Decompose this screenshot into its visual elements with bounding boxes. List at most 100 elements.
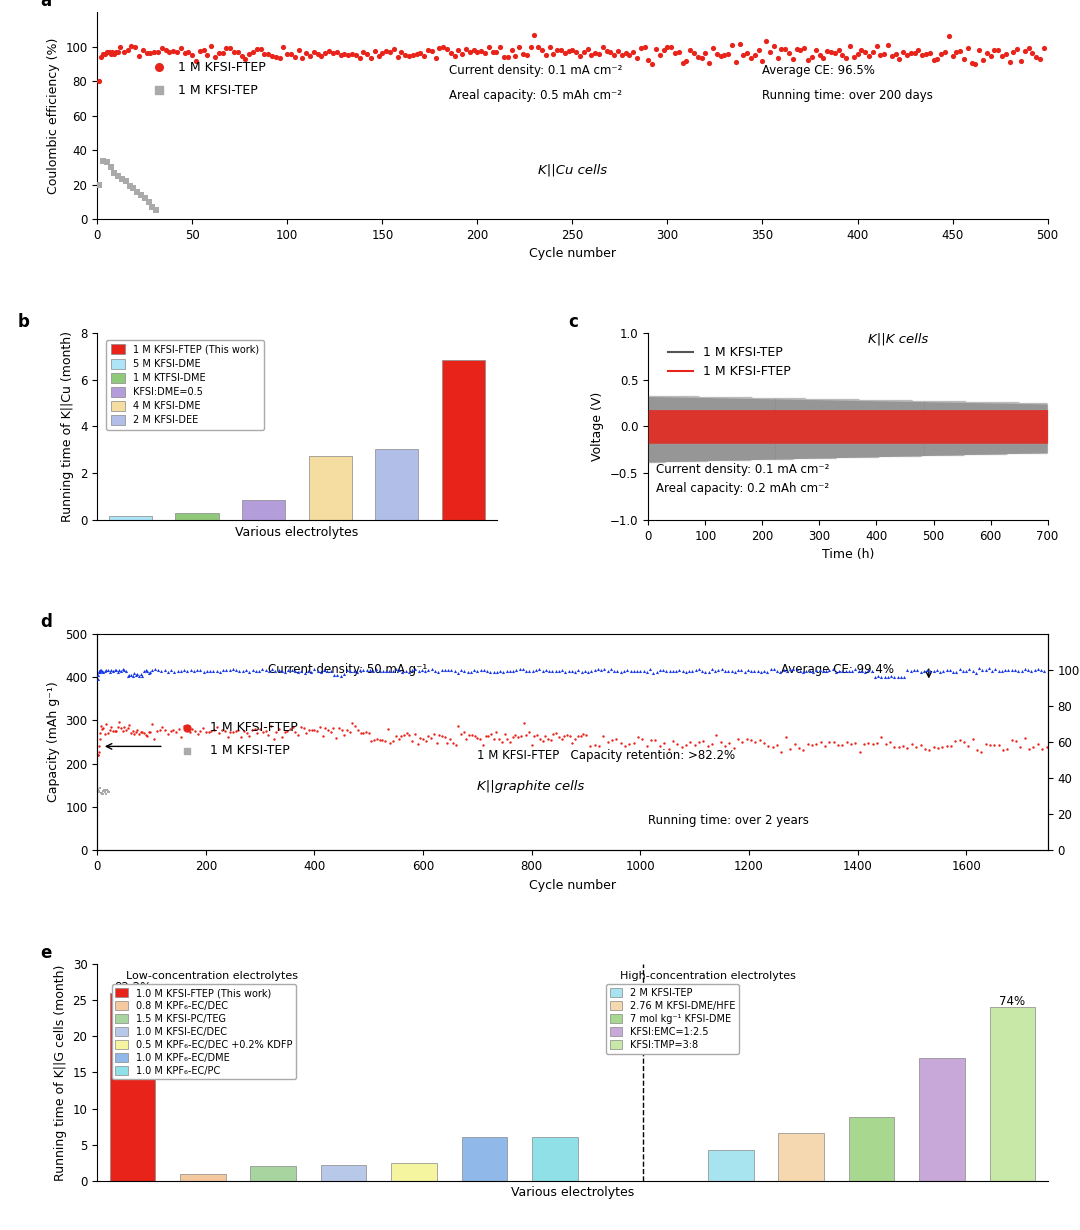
- Point: [134, 667, 151, 686]
- Point: [91, 71, 108, 91]
- Point: [732, 661, 750, 680]
- Point: [593, 661, 610, 680]
- Point: [603, 659, 620, 679]
- Point: [159, 724, 176, 744]
- Point: [687, 659, 704, 679]
- Point: [638, 662, 656, 681]
- Point: [1025, 737, 1042, 756]
- Point: [785, 659, 802, 679]
- Point: [804, 734, 821, 754]
- X-axis label: Cycle number: Cycle number: [529, 247, 616, 261]
- Point: [200, 722, 217, 742]
- Point: [411, 43, 429, 63]
- Point: [877, 734, 894, 754]
- Bar: [109, 993, 156, 1181]
- Point: [211, 723, 228, 743]
- Point: [91, 662, 108, 681]
- Point: [420, 661, 437, 680]
- Point: [575, 724, 592, 744]
- Point: [968, 663, 985, 683]
- Point: [433, 661, 450, 680]
- Point: [613, 46, 631, 65]
- Point: [109, 42, 126, 62]
- Point: [961, 659, 978, 679]
- Point: [986, 736, 1003, 755]
- Point: [834, 46, 851, 65]
- Point: [537, 661, 554, 680]
- Point: [645, 663, 662, 683]
- Point: [270, 661, 287, 680]
- Bar: [175, 513, 218, 520]
- Point: [219, 727, 237, 747]
- Point: [851, 742, 868, 761]
- Point: [341, 722, 359, 742]
- Point: [742, 48, 759, 68]
- Point: [157, 41, 174, 60]
- Point: [772, 662, 789, 681]
- Point: [543, 661, 561, 680]
- Text: K||graphite cells: K||graphite cells: [477, 780, 584, 792]
- Point: [1012, 50, 1029, 70]
- Point: [654, 41, 672, 60]
- Point: [634, 729, 651, 749]
- Point: [666, 43, 684, 63]
- Point: [472, 661, 489, 680]
- Point: [191, 41, 208, 60]
- Point: [105, 661, 122, 680]
- Point: [777, 39, 794, 59]
- Point: [205, 720, 222, 739]
- Point: [591, 44, 608, 64]
- Point: [464, 39, 482, 59]
- Point: [569, 727, 586, 747]
- Point: [703, 659, 720, 679]
- Point: [454, 44, 471, 64]
- Point: [895, 668, 913, 688]
- Point: [388, 727, 405, 747]
- Point: [869, 667, 887, 686]
- Point: [259, 724, 276, 744]
- Point: [335, 664, 352, 684]
- Point: [135, 662, 152, 681]
- Point: [286, 662, 303, 681]
- Point: [617, 737, 634, 756]
- Point: [621, 734, 638, 754]
- Point: [111, 712, 129, 732]
- Point: [105, 722, 122, 742]
- Point: [796, 38, 813, 58]
- Point: [699, 736, 716, 755]
- Point: [822, 42, 839, 62]
- Point: [300, 721, 318, 740]
- Point: [426, 724, 443, 744]
- Point: [729, 661, 746, 680]
- Point: [522, 37, 539, 57]
- Point: [630, 727, 647, 747]
- Point: [113, 170, 131, 189]
- Point: [563, 661, 580, 680]
- Point: [971, 658, 988, 678]
- Point: [894, 736, 912, 755]
- Point: [330, 718, 348, 738]
- Point: [238, 661, 255, 680]
- Legend: 2 M KFSI-TEP, 2.76 M KFSI-DME/HFE, 7 mol kg⁻¹ KFSI-DME, KFSI:EMC=1:2.5, KFSI:TMP: 2 M KFSI-TEP, 2.76 M KFSI-DME/HFE, 7 mol…: [606, 984, 740, 1054]
- Point: [555, 726, 572, 745]
- Point: [550, 727, 567, 747]
- Point: [94, 44, 111, 64]
- Point: [162, 721, 179, 740]
- Point: [251, 661, 268, 680]
- Point: [123, 36, 140, 55]
- Point: [267, 661, 284, 680]
- Point: [423, 42, 441, 62]
- Point: [114, 659, 132, 679]
- Point: [98, 153, 116, 172]
- Point: [724, 36, 741, 55]
- Point: [232, 728, 249, 748]
- Legend: 1 M KFSI-TEP, 1 M KFSI-FTEP: 1 M KFSI-TEP, 1 M KFSI-FTEP: [662, 341, 795, 384]
- Point: [399, 723, 416, 743]
- Point: [725, 738, 742, 758]
- Point: [287, 722, 305, 742]
- Point: [124, 178, 141, 198]
- Point: [734, 46, 752, 65]
- Point: [989, 39, 1007, 59]
- Point: [296, 663, 313, 683]
- Point: [742, 731, 759, 750]
